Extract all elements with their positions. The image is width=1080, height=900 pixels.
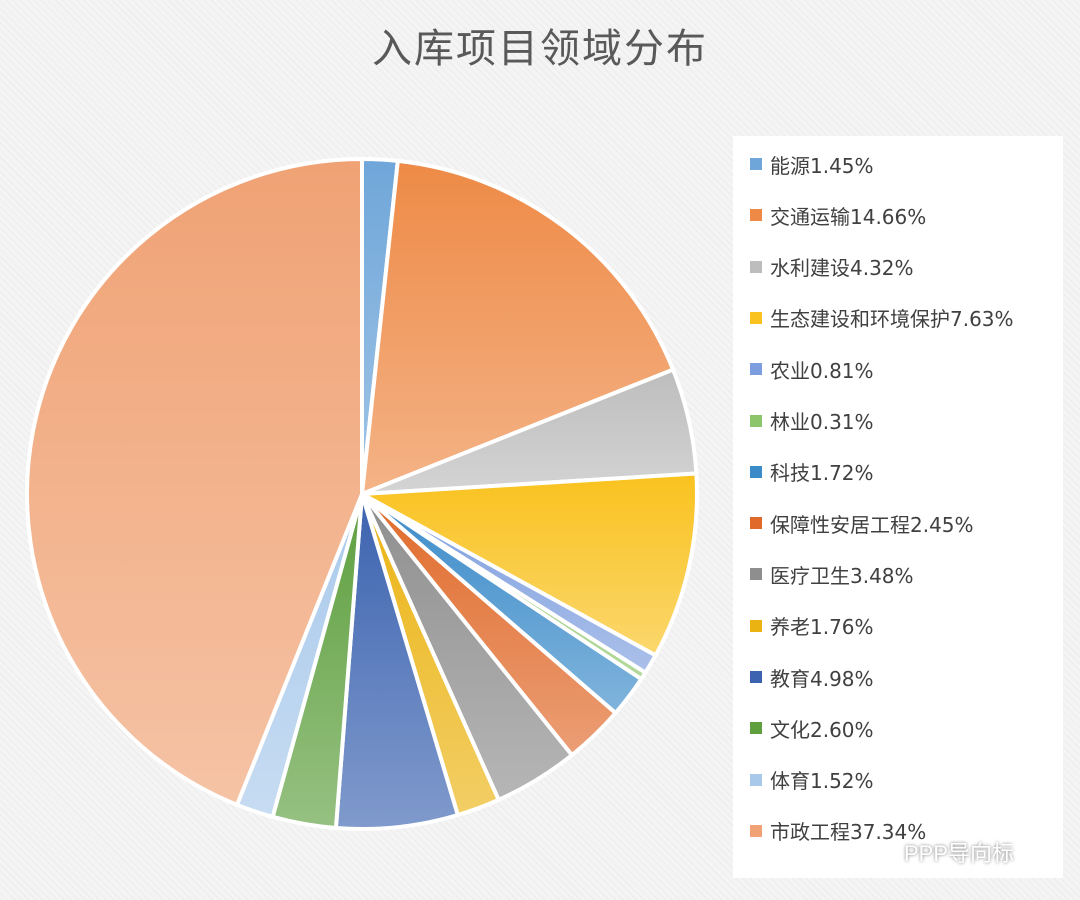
chart-title: 入库项目领域分布	[372, 26, 708, 72]
legend-swatch	[750, 465, 762, 478]
legend-item: 科技1.72%	[733, 457, 874, 487]
pie-chart	[25, 157, 699, 831]
legend-item: 水利建设4.32%	[733, 252, 914, 282]
legend-label: 文化2.60%	[770, 717, 874, 742]
wechat-icon	[869, 840, 897, 863]
legend-item: 林业0.31%	[733, 406, 874, 436]
legend-swatch	[750, 209, 762, 222]
legend-label: 体育1.52%	[770, 769, 874, 794]
legend-swatch	[750, 722, 762, 735]
legend-label: 医疗卫生3.48%	[770, 563, 914, 588]
legend-swatch	[750, 619, 762, 632]
legend-item: 教育4.98%	[733, 662, 874, 692]
legend-swatch	[750, 414, 762, 427]
legend-item: 交通运输14.66%	[733, 200, 926, 230]
legend-label: 市政工程37.34%	[770, 820, 927, 845]
legend-item: 生态建设和环境保护7.63%	[733, 303, 1014, 333]
legend-item: 农业0.81%	[733, 354, 874, 384]
watermark-text: PPP导向标	[904, 841, 1015, 866]
legend-swatch	[750, 671, 762, 683]
legend-label: 保障性安居工程2.45%	[770, 512, 974, 537]
legend-item: 市政工程37.34%	[733, 816, 926, 846]
chart-legend: 能源1.45% 交通运输14.66% 水利建设4.32% 生态建设和环境保护7.63%…	[733, 136, 1063, 878]
legend-label: 林业0.31%	[770, 410, 874, 434]
legend-label: 教育4.98%	[770, 666, 874, 691]
legend-swatch	[750, 311, 762, 324]
legend-swatch	[750, 363, 762, 376]
pie-slice-13	[25, 157, 364, 807]
legend-item: 文化2.60%	[733, 713, 874, 743]
legend-label: 水利建设4.32%	[770, 256, 914, 281]
pie-slice-1	[360, 158, 676, 496]
legend-item: 医疗卫生3.48%	[733, 559, 914, 589]
legend-label: 农业0.81%	[770, 358, 874, 383]
legend-swatch	[750, 158, 762, 170]
legend-label: 能源1.45%	[770, 153, 874, 178]
legend-item: 能源1.45%	[733, 149, 874, 179]
legend-label: 生态建设和环境保护7.63%	[770, 307, 1014, 332]
pie-slice-3	[360, 471, 699, 658]
legend-item: 体育1.52%	[733, 765, 874, 795]
pie-slice-10	[333, 492, 460, 831]
legend-swatch	[750, 824, 762, 837]
legend-swatch	[750, 260, 762, 273]
legend-label: 养老1.76%	[770, 615, 874, 640]
watermark: PPP导向标	[868, 836, 1014, 868]
legend-swatch	[750, 517, 762, 530]
legend-label: 科技1.72%	[770, 461, 874, 486]
legend-item: 保障性安居工程2.45%	[733, 508, 974, 538]
legend-swatch	[750, 568, 762, 581]
legend-label: 交通运输14.66%	[770, 204, 927, 229]
legend-item: 养老1.76%	[733, 611, 874, 641]
legend-swatch	[750, 773, 762, 786]
